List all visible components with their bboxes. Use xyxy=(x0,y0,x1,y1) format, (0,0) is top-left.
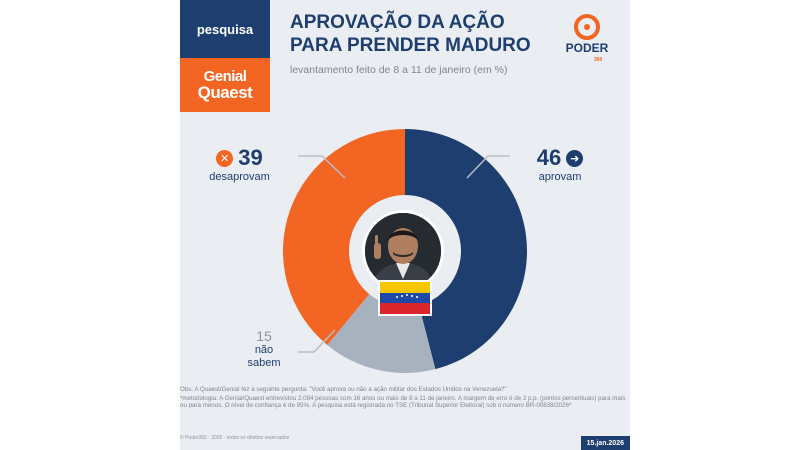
footer-note-question: Obs: A Quaest/Genial fez a seguinte perg… xyxy=(180,386,507,393)
donut-slice-aprovam xyxy=(405,129,527,370)
chart-subtitle: levantamento feito de 8 a 11 de janeiro … xyxy=(290,64,508,76)
portrait-icon xyxy=(365,213,441,289)
pesquisa-label: pesquisa xyxy=(196,21,254,37)
date-badge: 15.jan.2026 xyxy=(580,436,630,450)
poder-logo-text: PODER xyxy=(565,41,609,55)
value-nao-sabem: 15 xyxy=(256,328,272,344)
footer-notes: Obs: A Quaest/Genial fez a seguinte perg… xyxy=(180,386,630,411)
poder-logo-sub: 360 xyxy=(594,57,603,63)
caption-nao-sabem-1: não xyxy=(254,344,274,356)
brand-line2: Quaest xyxy=(197,82,253,102)
caption-desaprovam: desaprovam xyxy=(209,171,270,183)
copyright: © Poder360 · 2026 · todos os direitos re… xyxy=(180,435,290,441)
label-nao-sabem: 15 não sabem xyxy=(232,328,296,370)
poder-logo-ring-icon xyxy=(574,14,600,40)
donut-slice-desaprovam xyxy=(283,129,405,346)
venezuela-flag-icon xyxy=(378,280,432,316)
donut-chart xyxy=(283,129,527,373)
poder360-logo: PODER 360 xyxy=(564,14,616,64)
value-aprovam: 46 xyxy=(536,145,562,170)
donut-slices xyxy=(283,129,527,373)
arrow-right-circle-icon: ➜ xyxy=(566,149,584,167)
leader-line-aprovam xyxy=(466,155,510,179)
value-desaprovam: 39 xyxy=(238,145,263,170)
leader-line-desaprovam xyxy=(298,155,346,179)
x-circle-icon: ✕ xyxy=(216,149,234,167)
brand-line1: Genial xyxy=(203,67,247,85)
leader-line-nao-sabem xyxy=(298,329,336,353)
infographic-card: pesquisa Genial Quaest APROVAÇÃO DA AÇÃO… xyxy=(180,0,630,450)
footer-note-methodology: *metodologia: A Genial/Quaest entrevisto… xyxy=(180,394,626,410)
label-desaprovam: ✕ 39 desaprovam xyxy=(192,145,287,183)
chart-title: APROVAÇÃO DA AÇÃO PARA PRENDER MADURO xyxy=(290,12,531,56)
caption-aprovam: aprovam xyxy=(538,171,582,183)
date-text: 15.jan.2026 xyxy=(586,439,624,447)
pesquisa-tab: pesquisa xyxy=(180,0,270,58)
label-aprovam: 46 ➜ aprovam xyxy=(520,145,600,183)
maduro-photo xyxy=(362,210,444,292)
caption-nao-sabem-2: sabem xyxy=(247,357,281,369)
genial-quaest-logo: Genial Quaest xyxy=(180,58,270,112)
